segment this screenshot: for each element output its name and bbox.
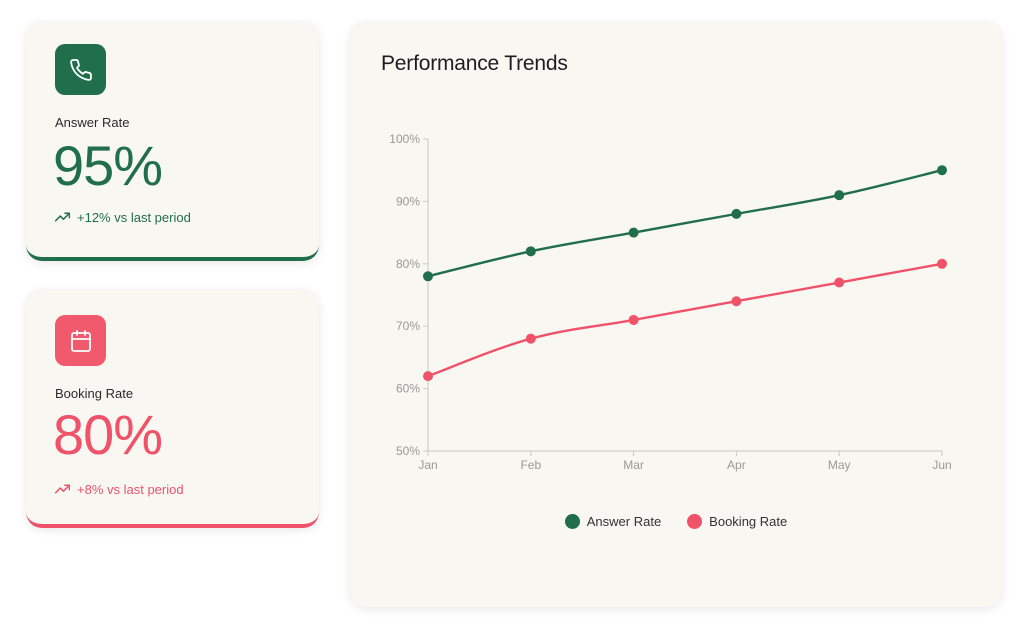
- y-tick-label: 50%: [396, 444, 420, 458]
- data-point-answer-rate: [937, 165, 947, 176]
- booking-rate-trend-text: +8% vs last period: [77, 482, 184, 497]
- x-tick-label: Jun: [932, 458, 951, 472]
- data-point-answer-rate: [423, 271, 433, 282]
- chart-legend: Answer Rate Booking Rate: [350, 514, 1002, 529]
- legend-swatch-answer-rate: [564, 514, 580, 529]
- legend-swatch-booking-rate: [687, 514, 703, 529]
- x-tick-label: Jan: [418, 458, 437, 472]
- y-tick-label: 60%: [396, 382, 420, 396]
- legend-item-booking-rate[interactable]: Booking Rate: [687, 514, 787, 529]
- booking-rate-label: Booking Rate: [55, 386, 134, 401]
- data-point-answer-rate: [731, 208, 742, 219]
- calendar-icon: [55, 315, 106, 366]
- x-tick-label: May: [828, 458, 851, 472]
- data-point-booking-rate: [628, 314, 639, 325]
- data-point-booking-rate: [525, 333, 536, 344]
- trending-up-icon: [55, 484, 70, 494]
- booking-rate-trend: +8% vs last period: [55, 480, 275, 500]
- legend-label-booking-rate: Booking Rate: [709, 514, 788, 529]
- line-chart: 50% 60% 70% 80% 90% 100% Jan Feb Mar Apr May Jun: [389, 132, 951, 472]
- legend-label-answer-rate: Answer Rate: [586, 514, 662, 529]
- x-tick-label: Feb: [520, 458, 541, 472]
- data-point-booking-rate: [937, 258, 947, 269]
- data-point-answer-rate: [834, 190, 845, 201]
- data-point-answer-rate: [525, 246, 536, 257]
- trending-up-icon: [55, 212, 70, 222]
- data-point-booking-rate: [423, 371, 433, 382]
- answer-rate-value: 95%: [53, 134, 163, 197]
- answer-rate-trend: +12% vs last period: [55, 208, 195, 228]
- y-tick-label: 100%: [389, 132, 420, 146]
- answer-rate-card: Answer Rate 95% +12% vs last period: [26, 22, 319, 261]
- data-point-booking-rate: [834, 277, 845, 288]
- x-tick-label: Apr: [727, 458, 746, 472]
- answer-rate-trend-text: +12% vs last period: [77, 210, 191, 225]
- performance-trends-card: Performance Trends 50% 60% 70% 80% 90% 100% Ja…: [350, 22, 1002, 607]
- chart-title: Performance Trends: [381, 52, 568, 75]
- answer-rate-label: Answer Rate: [55, 115, 130, 130]
- y-tick-label: 90%: [396, 194, 420, 208]
- phone-icon: [55, 44, 106, 95]
- data-point-answer-rate: [628, 227, 639, 238]
- series-line-answer-rate: [426, 169, 944, 278]
- y-tick-label: 80%: [396, 257, 420, 271]
- data-point-booking-rate: [731, 296, 742, 307]
- x-tick-label: Mar: [623, 458, 644, 472]
- series-line-booking-rate: [426, 262, 944, 378]
- booking-rate-card: Booking Rate 80% +8% vs last period: [26, 290, 319, 528]
- legend-item-answer-rate[interactable]: Answer Rate: [564, 514, 662, 529]
- booking-rate-value: 80%: [53, 403, 163, 466]
- y-tick-label: 70%: [396, 319, 420, 333]
